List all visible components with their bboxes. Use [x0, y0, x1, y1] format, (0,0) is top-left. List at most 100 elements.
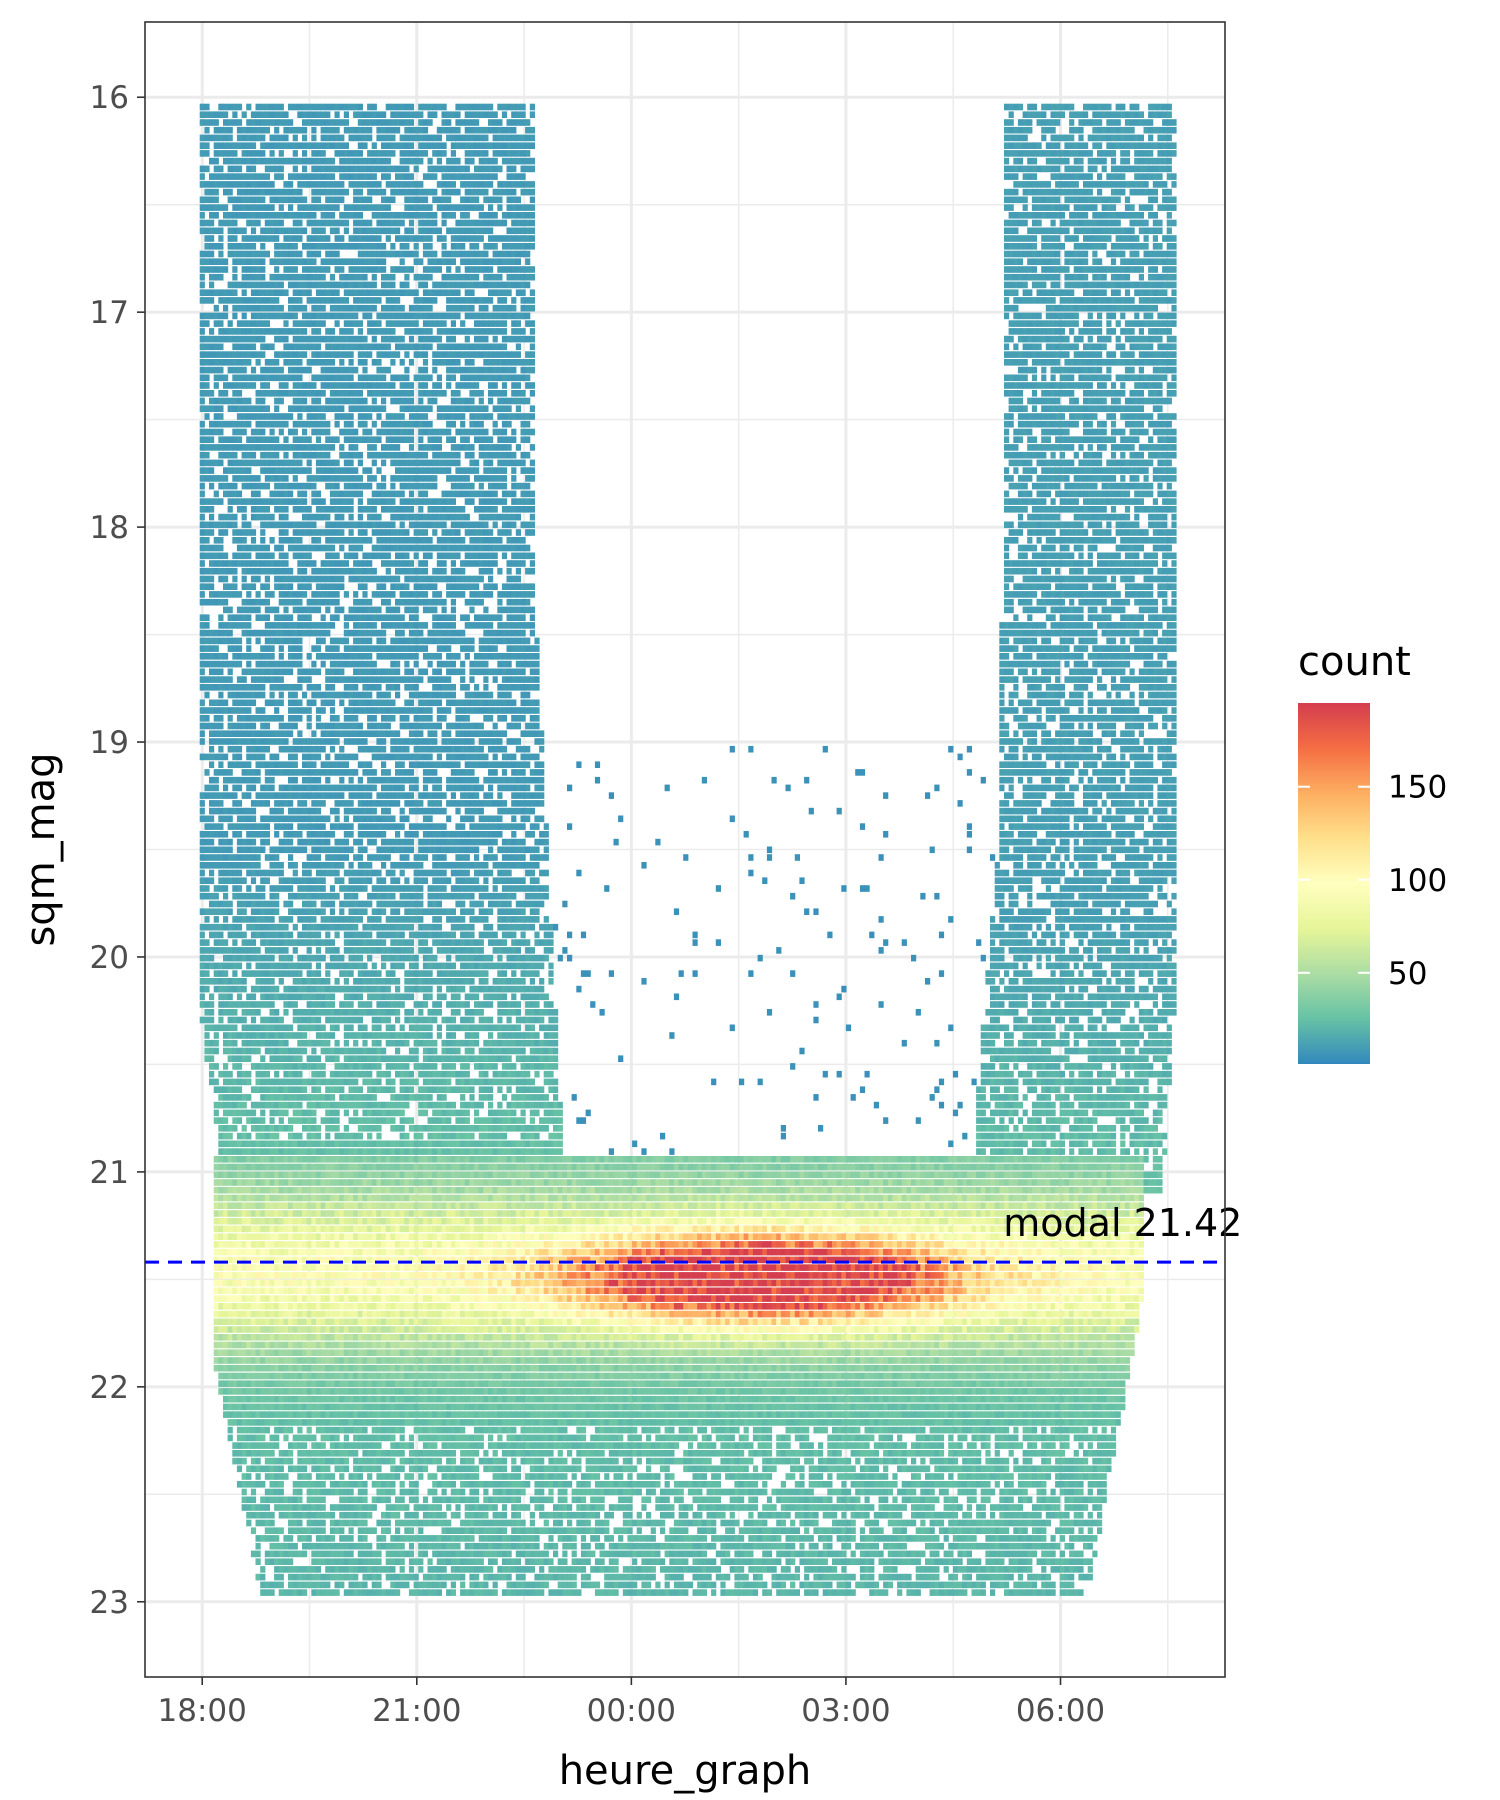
density-tile [302, 838, 308, 846]
density-tile [241, 838, 247, 846]
density-tile [343, 614, 349, 621]
density-tile [329, 1241, 336, 1248]
density-tile [343, 1194, 349, 1202]
density-tile [250, 583, 257, 590]
density-tile [339, 637, 345, 645]
density-tile [320, 954, 326, 962]
density-tile [246, 668, 252, 676]
density-tile [302, 304, 308, 312]
density-tile [325, 537, 331, 544]
density-tile [246, 923, 252, 931]
density-tile [297, 653, 303, 660]
density-tile [274, 985, 280, 993]
density-tile [274, 1047, 280, 1055]
density-tile [255, 374, 261, 382]
density-tile [297, 1163, 303, 1171]
density-tile [306, 1179, 312, 1186]
density-tile [288, 1326, 294, 1333]
density-tile [255, 1101, 261, 1109]
density-tile [315, 451, 322, 459]
density-tile [288, 668, 294, 676]
density-tile [204, 637, 210, 645]
density-tile [306, 312, 312, 320]
density-tile [288, 831, 294, 838]
density-tile [311, 1364, 317, 1372]
density-tile [223, 1047, 229, 1055]
density-tile [232, 297, 238, 304]
density-tile [348, 931, 354, 939]
density-tile [311, 916, 317, 923]
density-tile [278, 420, 284, 428]
density-tile [339, 219, 345, 227]
density-tile [297, 297, 303, 304]
density-tile [255, 1558, 261, 1565]
density-tile [334, 606, 340, 614]
density-tile [315, 1450, 322, 1457]
density-tile [232, 1349, 238, 1356]
density-tile [297, 490, 303, 498]
density-tile [278, 1303, 284, 1310]
density-tile [255, 1465, 261, 1473]
density-tile [260, 722, 266, 730]
density-tile [204, 660, 210, 668]
density-tile [348, 359, 354, 366]
density-tile [227, 1132, 233, 1140]
density-tile [241, 126, 247, 134]
density-tile [213, 807, 219, 815]
density-tile [311, 838, 317, 846]
density-tile [325, 1403, 331, 1411]
density-tile [223, 923, 229, 931]
density-tile [292, 359, 298, 366]
density-tile [320, 939, 326, 946]
density-tile [204, 235, 210, 242]
density-tile [236, 1442, 243, 1449]
density-tile [213, 854, 219, 861]
density-tile [297, 1357, 303, 1364]
density-tile [320, 1248, 326, 1256]
density-tile [306, 939, 312, 946]
density-tile [348, 823, 354, 830]
density-tile [227, 1287, 233, 1295]
density-tile [292, 103, 298, 111]
density-tile [325, 699, 331, 707]
density-tile [315, 784, 322, 792]
density-tile [339, 1411, 345, 1418]
density-tile [223, 1194, 229, 1202]
density-tile [288, 250, 294, 258]
density-tile [283, 745, 289, 753]
density-tile [269, 428, 275, 436]
density-tile [283, 1032, 289, 1039]
density-tile [329, 954, 336, 962]
density-tile [297, 1349, 303, 1356]
density-tile [320, 142, 326, 149]
density-tile [311, 173, 317, 180]
density-tile [227, 1078, 233, 1086]
density-tile [315, 707, 322, 714]
density-tile [348, 529, 354, 536]
density-tile [213, 560, 219, 567]
density-tile [311, 1326, 317, 1333]
density-tile [223, 266, 229, 273]
density-tile [241, 1488, 247, 1496]
density-tile [209, 1016, 215, 1024]
density-tile [250, 374, 257, 382]
density-tile [315, 320, 322, 327]
density-tile [232, 1148, 238, 1155]
density-tile [348, 900, 354, 908]
density-tile [315, 1295, 322, 1302]
density-tile [274, 544, 280, 552]
density-tile [325, 397, 331, 405]
density-tile [246, 1117, 252, 1124]
density-tile [302, 320, 308, 327]
density-tile [246, 1496, 252, 1504]
density-tile [218, 366, 224, 374]
density-tile [213, 676, 219, 683]
density-tile [311, 1481, 317, 1488]
density-tile [269, 219, 275, 227]
density-tile [315, 629, 322, 637]
density-tile [311, 343, 317, 351]
density-tile [223, 629, 229, 637]
density-tile [199, 815, 205, 823]
density-tile [250, 444, 257, 451]
density-tile [269, 1334, 275, 1341]
